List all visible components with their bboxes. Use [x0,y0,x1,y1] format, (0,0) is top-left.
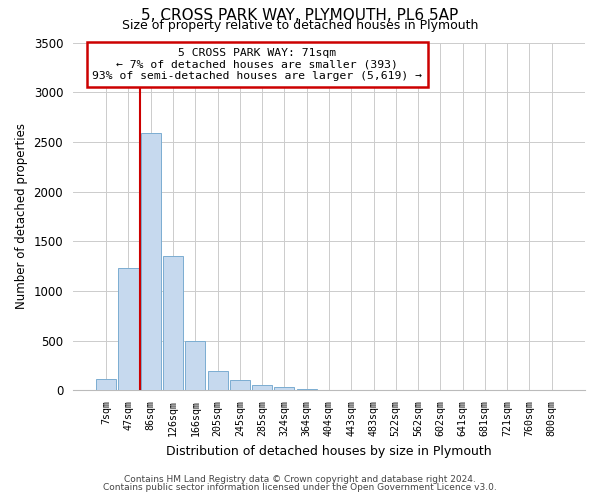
Bar [163,256,183,390]
Text: Contains HM Land Registry data © Crown copyright and database right 2024.: Contains HM Land Registry data © Crown c… [124,475,476,484]
X-axis label: Distribution of detached houses by size in Plymouth: Distribution of detached houses by size … [166,444,492,458]
Text: Size of property relative to detached houses in Plymouth: Size of property relative to detached ho… [122,19,478,32]
Text: 5, CROSS PARK WAY, PLYMOUTH, PL6 5AP: 5, CROSS PARK WAY, PLYMOUTH, PL6 5AP [142,8,458,22]
Bar [96,378,116,390]
Bar [252,386,272,390]
Bar [118,268,139,390]
Text: Contains public sector information licensed under the Open Government Licence v3: Contains public sector information licen… [103,484,497,492]
Bar [185,340,205,390]
Bar [274,388,295,390]
Text: 5 CROSS PARK WAY: 71sqm
← 7% of detached houses are smaller (393)
93% of semi-de: 5 CROSS PARK WAY: 71sqm ← 7% of detached… [92,48,422,81]
Bar [230,380,250,390]
Bar [141,133,161,390]
Y-axis label: Number of detached properties: Number of detached properties [15,124,28,310]
Bar [208,370,227,390]
